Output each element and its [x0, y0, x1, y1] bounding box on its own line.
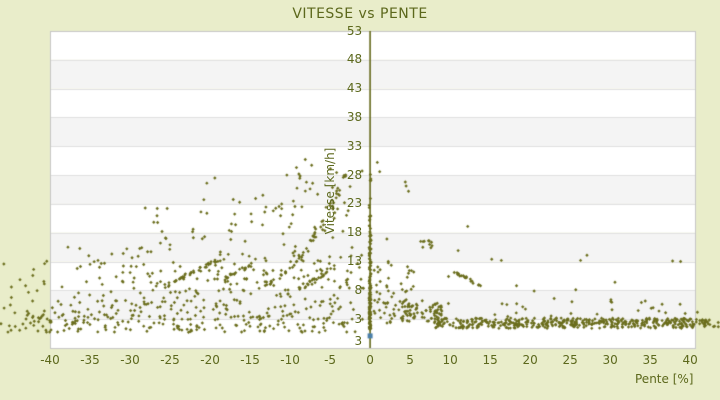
y-tick-label: 53	[346, 23, 363, 38]
x-tick-label: -35	[80, 353, 100, 367]
y-tick-label: 23	[346, 196, 363, 211]
x-tick-label: 20	[522, 353, 538, 367]
y-tick-label: 18	[346, 225, 363, 240]
y-tick-label: 43	[346, 81, 363, 96]
x-tick-label: 35	[642, 353, 658, 367]
x-tick-label: -15	[240, 353, 260, 367]
y-tick-label: 38	[346, 109, 363, 124]
x-tick-label: -5	[324, 353, 337, 367]
y-tick-label: 28	[346, 167, 363, 182]
x-axis-title: Pente [%]	[635, 372, 694, 386]
x-tick-label: 5	[406, 353, 414, 367]
x-tick-label: 15	[482, 353, 498, 367]
x-tick-label: 40	[682, 353, 698, 367]
x-tick-label: -25	[160, 353, 180, 367]
x-tick-label: -10	[280, 353, 300, 367]
x-tick-label: -30	[120, 353, 140, 367]
y-tick-label: 8	[354, 282, 363, 297]
x-tick-label: -20	[200, 353, 220, 367]
y-tick-label: 33	[346, 138, 363, 153]
y-tick-label: 48	[346, 52, 363, 67]
x-tick-label: -40	[40, 353, 60, 367]
x-tick-label: 30	[602, 353, 618, 367]
y-axis-title: Vitesse [km/h]	[323, 147, 338, 235]
x-tick-label: 10	[442, 353, 458, 367]
y-tick-label: 13	[346, 254, 363, 269]
y-tick-label: 3	[354, 311, 363, 326]
x-tick-label: 0	[366, 353, 374, 367]
x-tick-label: 25	[562, 353, 578, 367]
y-tick-label: 3	[354, 333, 363, 348]
